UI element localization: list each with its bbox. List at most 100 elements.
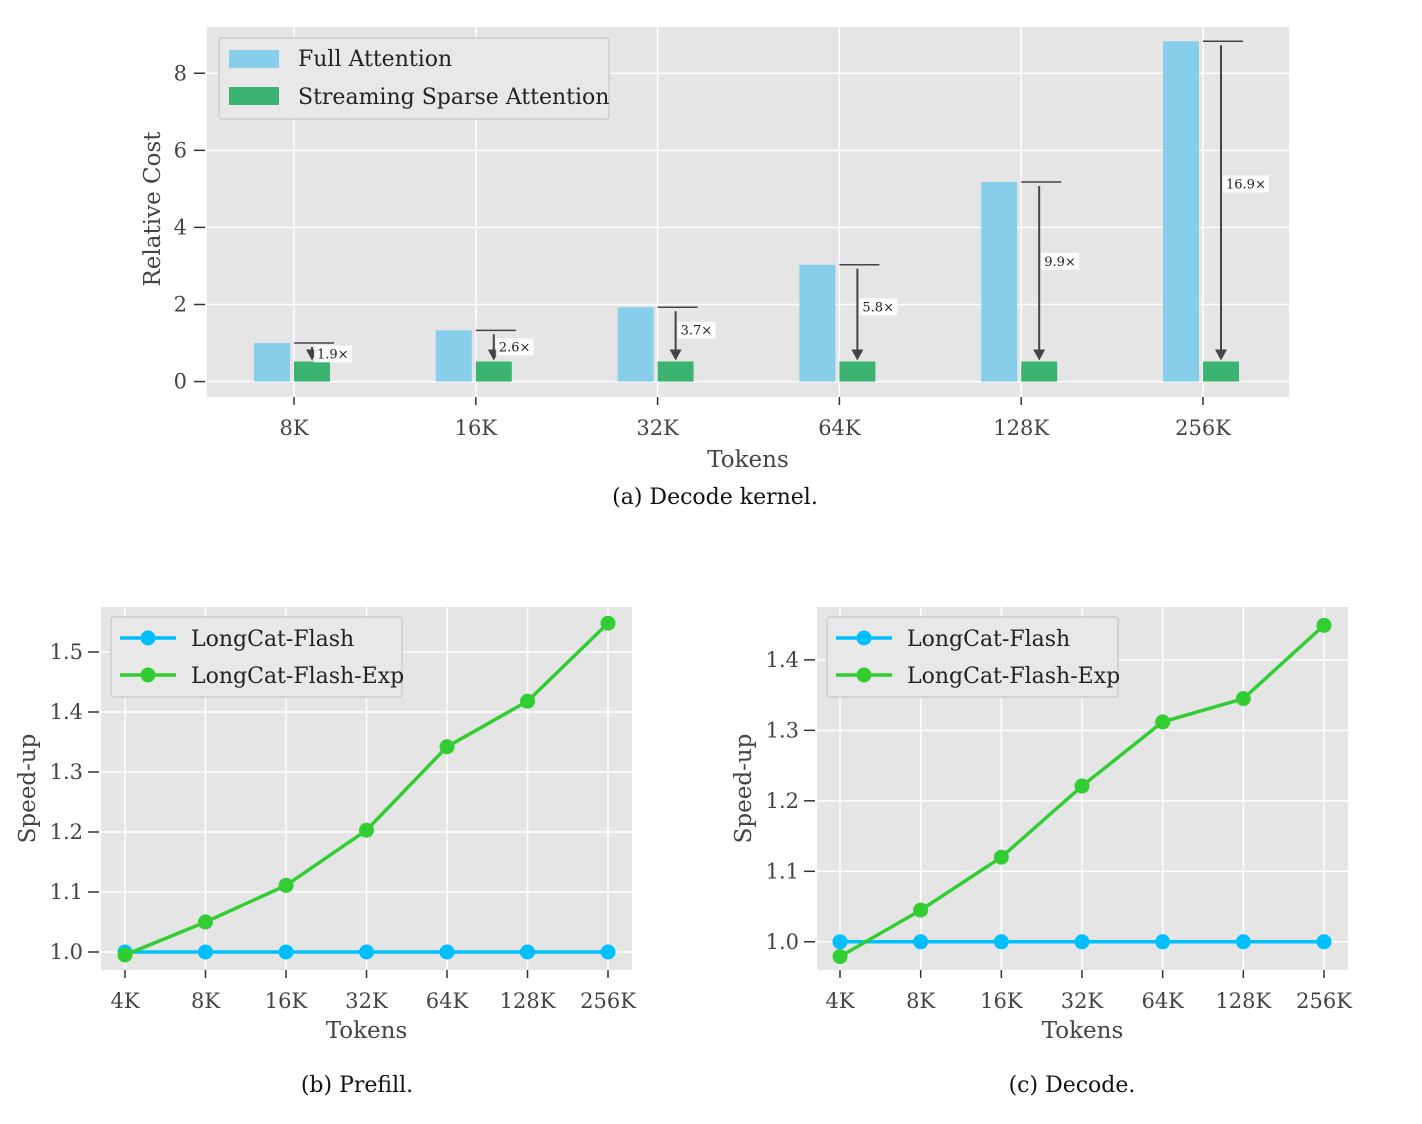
reduction-label-bg (677, 321, 716, 339)
y-tick-label: 1.4 (766, 648, 799, 672)
series-longcat-flash-point (198, 944, 213, 960)
caption-a: (a) Decode kernel. (612, 485, 818, 510)
y-axis-label: Relative Cost (140, 131, 166, 287)
reduction-label: 2.6× (499, 340, 531, 355)
chart-prefill: 1.0 1.1 1.2 1.3 1.4 1.5 4K 8K 16K 32K 64K 128K 256K T… (15, 607, 636, 1044)
bar-full-attention (1163, 41, 1199, 382)
y-axis-label: Speed-up (731, 734, 757, 844)
series-longcat-flash-exp-point (832, 949, 848, 965)
x-tick-label: 16K (265, 989, 308, 1013)
series-longcat-flash-exp-point (520, 693, 535, 709)
y-tick-label: 1.1 (766, 859, 799, 883)
series-longcat-flash-point (600, 944, 616, 960)
x-tick-label: 256K (1296, 989, 1352, 1013)
y-tick-label: 4 (174, 215, 187, 239)
reduction-label: 9.9× (1044, 255, 1076, 270)
bar-full-attention (981, 181, 1018, 382)
y-tick-label: 1.1 (50, 880, 83, 904)
series-longcat-flash-exp-point (117, 947, 133, 963)
bar-full-attention (435, 330, 472, 382)
y-axis-label: Speed-up (15, 734, 41, 844)
x-tick-label: 16K (455, 416, 498, 440)
series-longcat-flash-exp-point (1074, 778, 1090, 794)
reduction-arrow-head (851, 349, 864, 361)
bar-full-attention (799, 264, 836, 382)
series-longcat-flash-point (993, 934, 1009, 950)
legend (826, 616, 1119, 698)
series-longcat-flash-exp-point (913, 902, 929, 918)
bar-streaming-sparse-attention (839, 361, 876, 382)
legend-marker-series-longcat-flash (856, 630, 872, 646)
series-longcat-flash-point (520, 944, 535, 960)
reduction-label-bg (495, 338, 534, 356)
x-axis-label: Tokens (707, 447, 789, 473)
x-tick-label: 128K (993, 416, 1049, 440)
legend-marker-series-longcat-flash-exp (856, 667, 872, 683)
legend-label-streaming-sparse-attention: Streaming Sparse Attention (298, 85, 609, 110)
series-longcat-flash-point (832, 934, 848, 950)
y-tick-label: 1.0 (766, 930, 799, 954)
y-tick-label: 8 (174, 61, 187, 85)
x-tick-label: 256K (1175, 416, 1231, 440)
x-tick-label: 32K (345, 989, 388, 1013)
reduction-arrow-head (1215, 349, 1227, 361)
legend-label-series-longcat-flash-exp: LongCat-Flash-Exp (907, 664, 1120, 689)
series-longcat-flash-exp-point (993, 849, 1009, 865)
legend-marker-series-longcat-flash-exp (140, 667, 156, 683)
y-tick-label: 0 (174, 370, 187, 394)
y-tick-label: 1.0 (50, 940, 83, 964)
y-tick-label: 1.2 (766, 789, 799, 813)
series-longcat-flash-point (1155, 934, 1171, 950)
x-tick-label: 128K (1215, 989, 1271, 1013)
legend-label-full-attention: Full Attention (298, 47, 452, 72)
y-tick-label: 6 (174, 138, 187, 162)
x-tick-label: 32K (636, 416, 679, 440)
reduction-arrow-head (1033, 349, 1046, 361)
y-tick-label: 1.3 (766, 718, 799, 742)
reduction-label: 3.7× (681, 324, 713, 339)
chart-decode-kernel: 0 2 4 6 8 8K 16K 32K 64K 128K 256K Tokens Relative C… (140, 27, 1289, 473)
y-tick-label: 1.4 (50, 700, 83, 724)
y-tick-label: 1.2 (50, 820, 83, 844)
x-tick-label: 8K (279, 416, 308, 440)
x-tick-label: 256K (580, 989, 636, 1013)
chart-decode: 1.0 1.1 1.2 1.3 1.4 4K 8K 16K 32K 64K 128K 256K Toke… (731, 607, 1352, 1044)
x-tick-label: 64K (818, 416, 861, 440)
legend (110, 616, 403, 698)
series-longcat-flash-exp-point (1235, 691, 1251, 707)
reduction-label: 1.9× (317, 347, 349, 362)
bar-streaming-sparse-attention (657, 361, 694, 382)
series-longcat-flash-point (913, 934, 929, 950)
x-tick-label: 64K (426, 989, 469, 1013)
legend-swatch-streaming-sparse-attention (229, 87, 279, 105)
reduction-label-bg (314, 345, 352, 363)
reduction-label: 16.9× (1226, 177, 1266, 192)
x-axis-label: Tokens (1042, 1018, 1124, 1044)
bar-full-attention (617, 307, 654, 382)
x-tick-label: 16K (980, 989, 1023, 1013)
x-axis-label: Tokens (326, 1018, 408, 1044)
y-tick-label: 1.5 (50, 640, 83, 664)
bar-full-attention (254, 343, 290, 382)
bar-streaming-sparse-attention (1021, 361, 1058, 382)
legend-swatch-full-attention (229, 50, 279, 68)
legend (218, 37, 610, 120)
bar-streaming-sparse-attention (475, 361, 512, 382)
legend-label-series-longcat-flash-exp: LongCat-Flash-Exp (191, 664, 404, 689)
series-longcat-flash-point (1235, 934, 1251, 950)
bar-streaming-sparse-attention (294, 361, 330, 382)
legend-label-series-longcat-flash: LongCat-Flash (907, 627, 1070, 652)
reduction-label-bg (1041, 252, 1080, 270)
x-tick-label: 128K (500, 989, 556, 1013)
reduction-label-bg (1223, 175, 1269, 193)
reduction-label: 5.8× (862, 300, 894, 315)
series-longcat-flash-point (278, 944, 294, 960)
series-longcat-flash-exp-point (278, 877, 294, 893)
bar-streaming-sparse-attention (1203, 361, 1239, 382)
caption-c: (c) Decode. (1008, 1073, 1136, 1098)
series-longcat-flash-exp-point (198, 914, 213, 930)
series-longcat-flash-point (359, 944, 374, 960)
legend-label-series-longcat-flash: LongCat-Flash (191, 627, 354, 652)
series-longcat-flash-exp-point (1316, 617, 1332, 633)
x-tick-label: 8K (906, 989, 935, 1013)
